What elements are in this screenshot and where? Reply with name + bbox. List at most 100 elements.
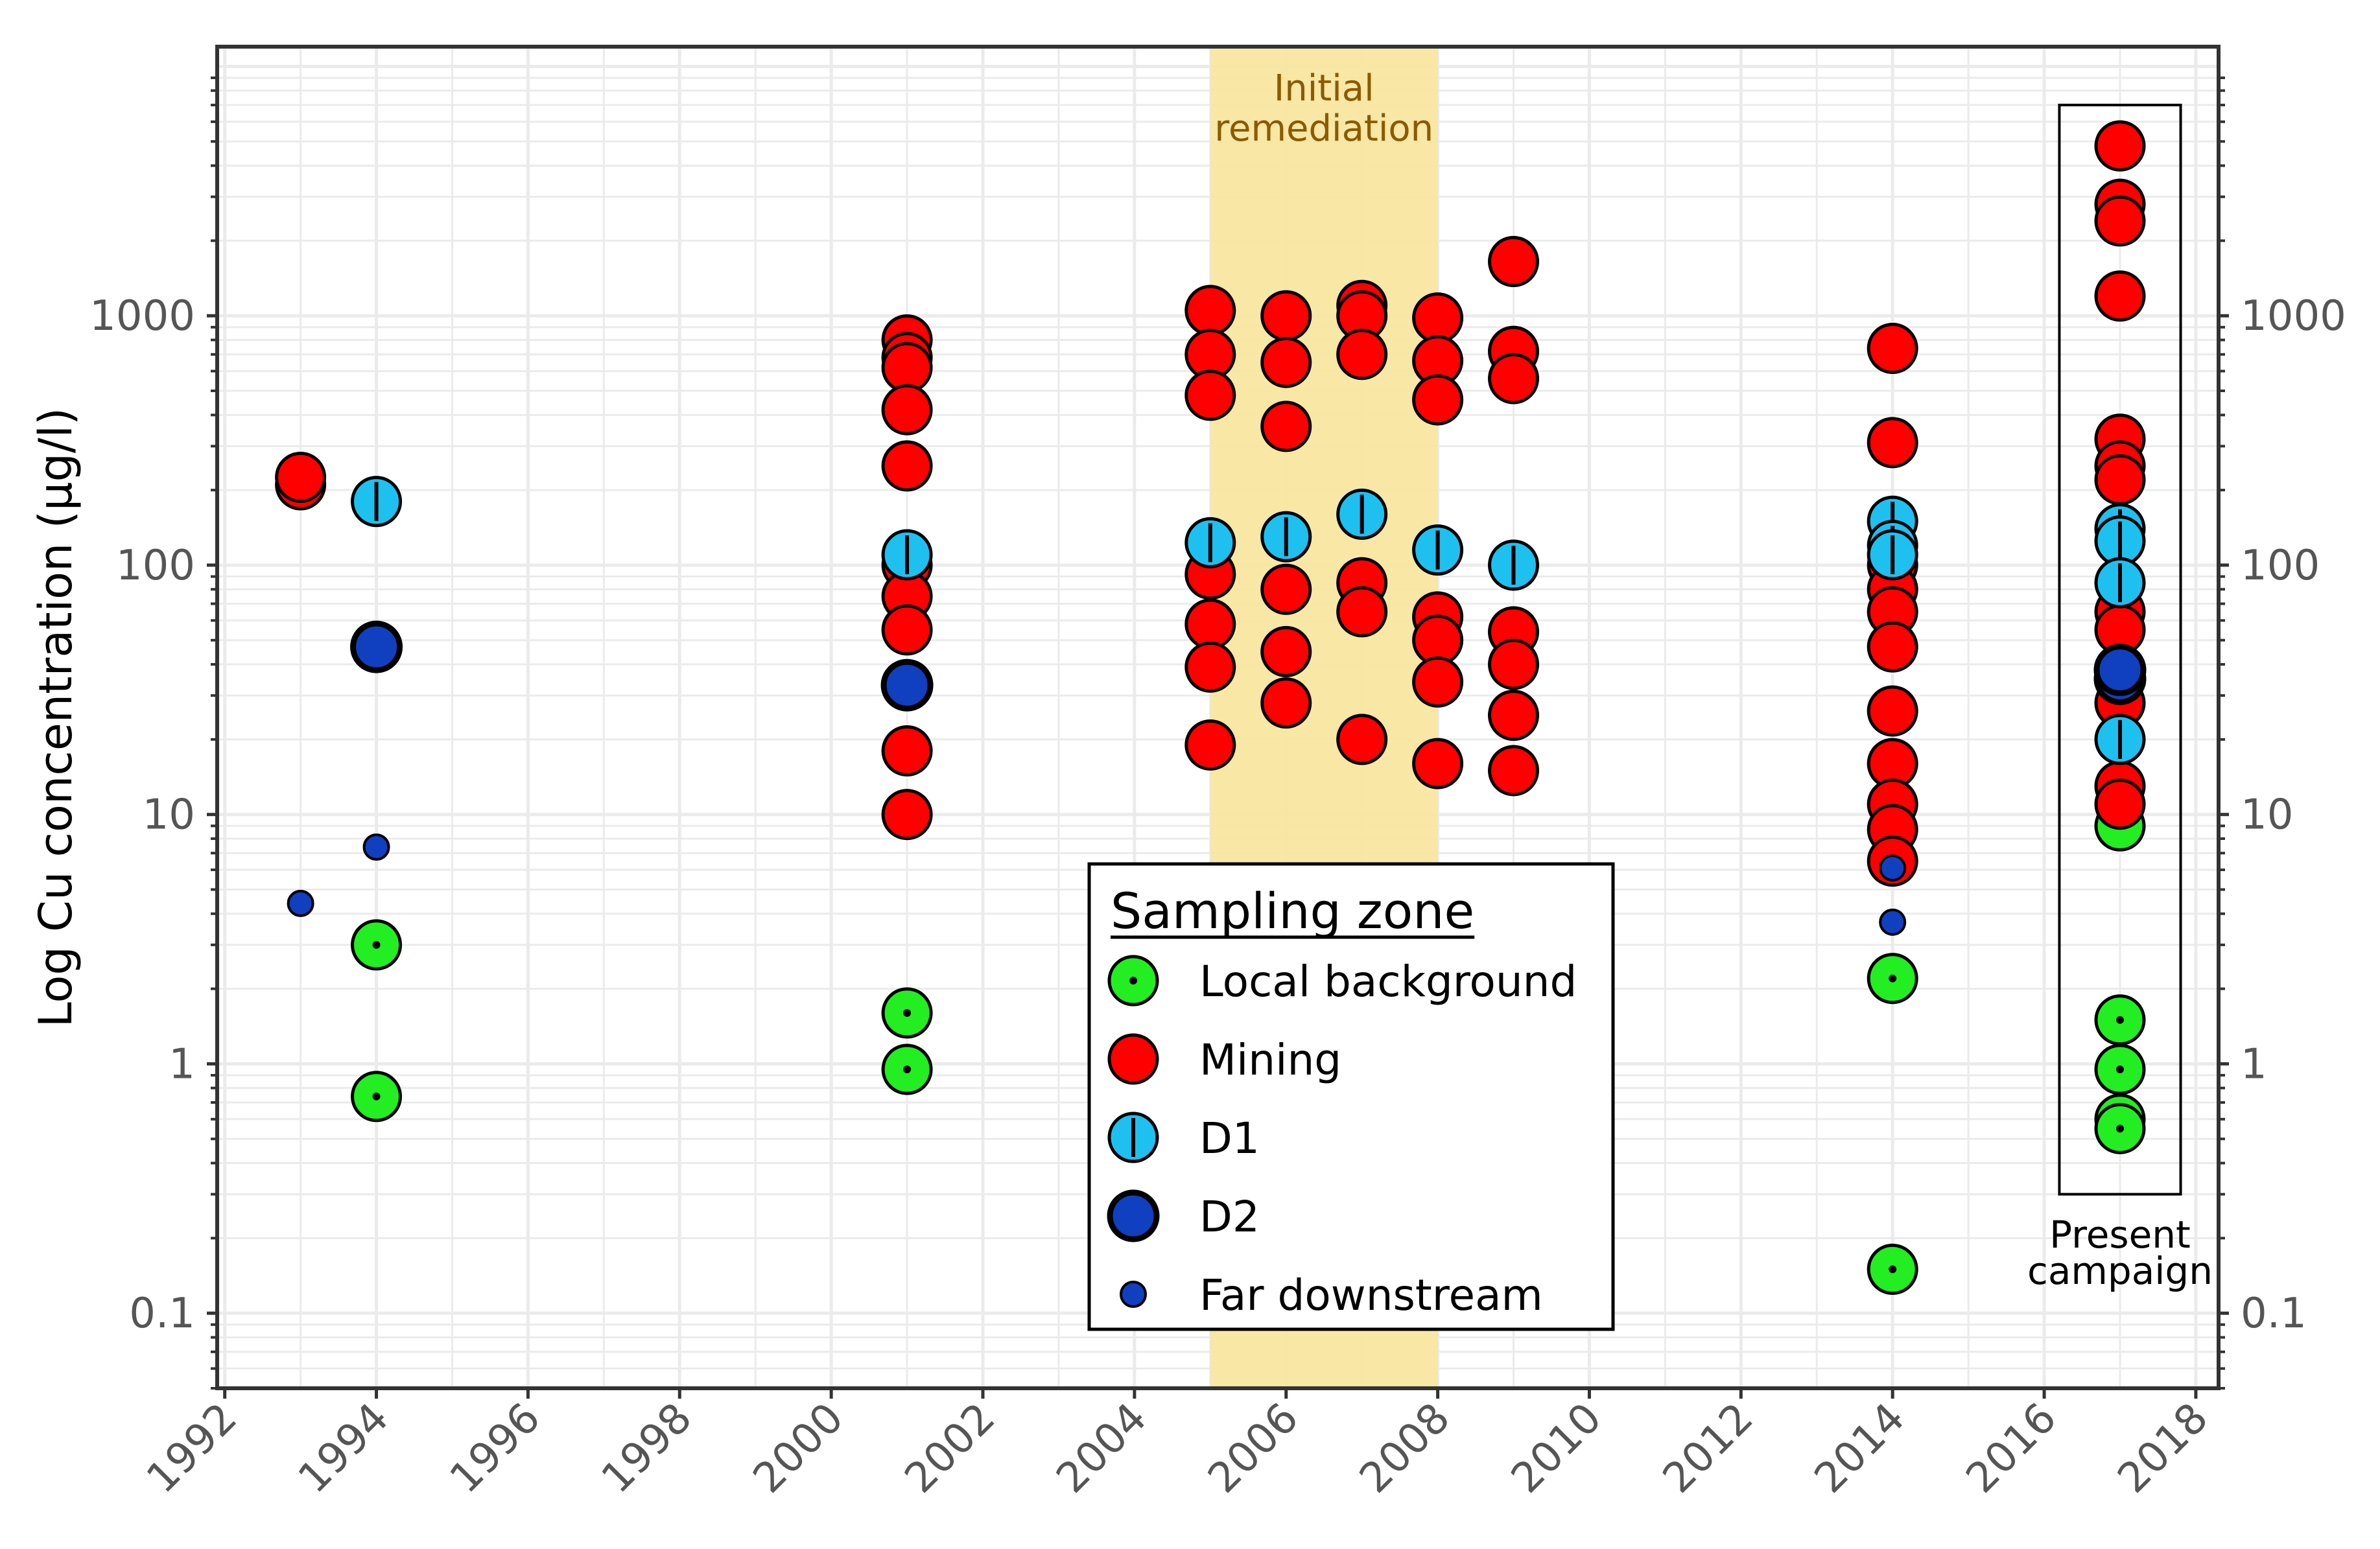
legend-box <box>1087 862 1615 1331</box>
y-tick-label-left: 100 <box>116 542 195 590</box>
band-label: remediation <box>1214 108 1433 150</box>
point-mining <box>1412 656 1464 708</box>
marker-body <box>1260 563 1312 615</box>
marker-body <box>1412 292 1464 344</box>
point-far-downstream <box>287 889 314 917</box>
point-local-background <box>1867 953 1918 1005</box>
y-tick-label-left: 0.1 <box>129 1290 195 1338</box>
point-local-background <box>351 919 403 971</box>
marker-body <box>2093 644 2147 697</box>
point-mining <box>2094 778 2146 830</box>
box-label: campaign <box>2027 1249 2213 1293</box>
point-mining <box>1488 690 1540 741</box>
marker-body <box>2094 454 2146 506</box>
marker-body <box>1184 285 1236 336</box>
legend-item-d1: D1 <box>1107 1112 1260 1163</box>
marker-body <box>1488 638 1540 690</box>
point-d2 <box>350 620 403 673</box>
legend-item-d2: D2 <box>1107 1189 1260 1242</box>
marker-body <box>275 451 327 503</box>
point-mining <box>2094 270 2146 322</box>
legend-label-d1: D1 <box>1199 1113 1260 1163</box>
point-mining <box>1488 236 1540 288</box>
marker-body <box>1879 908 1907 936</box>
point-mining <box>1184 641 1236 693</box>
point-d1 <box>2094 557 2146 609</box>
legend-item-mining: Mining <box>1107 1033 1341 1085</box>
marker-body <box>287 889 314 917</box>
point-d1 <box>1184 517 1236 568</box>
marker-center-dot <box>903 1066 912 1074</box>
y-tick-label-left: 1000 <box>89 292 195 340</box>
x-tick-label: 2018 <box>2109 1394 2217 1502</box>
x-tick-label: 2014 <box>1806 1394 1914 1502</box>
legend-marker-d1 <box>1107 1112 1159 1163</box>
point-local-background <box>881 1043 933 1095</box>
x-tick-label: 1998 <box>593 1394 701 1502</box>
marker-body <box>1867 621 1918 673</box>
point-d1 <box>1260 511 1312 563</box>
legend: Sampling zone Local background Mining D1 D2… <box>1087 862 1615 1331</box>
point-mining <box>1184 719 1236 771</box>
legend-marker-mining <box>1107 1033 1159 1085</box>
marker-body <box>1488 353 1540 404</box>
point-mining <box>1184 285 1236 336</box>
legend-label-local-background: Local background <box>1199 957 1577 1007</box>
point-far-downstream <box>1879 854 1907 882</box>
marker-body <box>1260 625 1312 677</box>
x-tick-label: 2010 <box>1502 1394 1610 1502</box>
point-mining <box>2094 120 2146 172</box>
point-d2 <box>880 658 934 712</box>
marker-body <box>881 440 933 492</box>
marker-center-dot <box>1889 1265 1897 1274</box>
point-mining <box>1336 329 1388 380</box>
marker-body <box>1107 1189 1160 1242</box>
marker-body <box>1184 641 1236 693</box>
point-mining <box>1867 323 1918 375</box>
y-tick-label-right: 1 <box>2241 1040 2267 1088</box>
y-axis-title: Log Cu concentration (µg/l) <box>29 408 82 1027</box>
y-tick-label-right: 10 <box>2241 791 2293 839</box>
marker-body <box>1488 745 1540 797</box>
point-d1 <box>1336 488 1388 540</box>
marker-body <box>881 604 933 656</box>
marker-body <box>1184 719 1236 771</box>
marker-body <box>1412 738 1464 789</box>
marker-center-dot <box>2115 1016 2124 1024</box>
point-mining <box>1260 677 1312 729</box>
point-mining <box>1867 417 1918 469</box>
data-points <box>275 120 2147 1295</box>
point-mining <box>1184 369 1236 421</box>
legend-title: Sampling zone <box>1111 882 1474 940</box>
point-d1 <box>1412 524 1464 576</box>
point-mining <box>1260 563 1312 615</box>
legend-marker-far-downstream <box>1120 1281 1147 1308</box>
marker-center-dot <box>372 940 381 949</box>
marker-body <box>1488 690 1540 741</box>
x-tick-label: 1996 <box>441 1394 549 1502</box>
plot-frame <box>215 45 2221 1390</box>
point-mining <box>1260 401 1312 452</box>
x-tick-label: 2016 <box>1957 1394 2066 1502</box>
point-local-background <box>2094 994 2146 1046</box>
point-mining <box>1184 598 1236 650</box>
point-far-downstream <box>1879 908 1907 936</box>
marker-center-dot <box>2115 1066 2124 1074</box>
point-mining <box>1488 638 1540 690</box>
point-d1 <box>351 476 403 528</box>
marker-body <box>1107 1033 1159 1085</box>
marker-body <box>1260 290 1312 342</box>
x-tick-label: 2008 <box>1350 1394 1459 1502</box>
marker-center-dot <box>903 1008 912 1017</box>
point-mining <box>2094 454 2146 506</box>
marker-body <box>1867 417 1918 469</box>
x-tick-label: 2000 <box>744 1394 853 1502</box>
point-d2 <box>2093 644 2147 697</box>
x-tick-label: 1994 <box>289 1394 397 1502</box>
marker-body <box>2094 120 2146 172</box>
point-local-background <box>881 987 933 1039</box>
marker-body <box>1867 323 1918 375</box>
box-label: Present <box>2049 1213 2191 1257</box>
